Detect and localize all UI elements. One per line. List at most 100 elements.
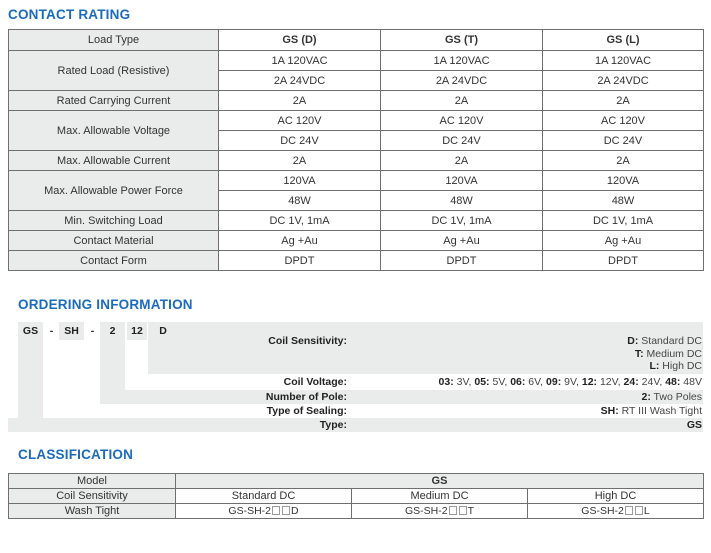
code-dash: -	[90, 325, 95, 337]
table-row: Max. Allowable Voltage AC 120V AC 120V A…	[8, 110, 704, 151]
table-row: Coil Sensitivity Standard DC Medium DC H…	[8, 488, 704, 504]
table-cell: Medium DC	[351, 488, 528, 504]
table-cell: 1A 120VAC	[380, 50, 543, 71]
row-label: Contact Material	[8, 230, 219, 251]
placeholder-box	[458, 506, 467, 515]
number-of-pole-label: Number of Pole:	[265, 391, 347, 403]
row-label: Contact Form	[8, 250, 219, 271]
code-band-pole: 2	[100, 322, 125, 404]
contact-col-header: GS (D)	[218, 29, 381, 51]
table-cell: 120VA	[542, 170, 704, 191]
table-cell: 2A 24VDC	[380, 70, 543, 91]
table-row: DC 24V DC 24V DC 24V	[9, 130, 704, 151]
table-cell: 1A 120VAC	[542, 50, 704, 71]
code-band-sealing: SH	[59, 322, 84, 340]
code-segment-sensitivity: D	[159, 325, 167, 337]
table-cell: DC 1V, 1mA	[542, 210, 704, 231]
code-segment-type: GS	[22, 325, 39, 337]
row-label: Rated Load (Resistive)	[8, 50, 219, 91]
table-cell: 2A 24VDC	[218, 70, 381, 91]
option-line: D: Standard DC	[627, 335, 702, 347]
contact-col-header: GS (T)	[380, 29, 543, 51]
model-value: GS	[175, 473, 704, 489]
table-cell: AC 120V	[542, 110, 704, 131]
contact-col-header: GS (L)	[542, 29, 704, 51]
table-cell: Standard DC	[175, 488, 352, 504]
table-row: Wash Tight GS-SH-2 D GS-SH-2 T GS-SH-2 L	[8, 503, 704, 519]
type-label: Type:	[319, 419, 347, 431]
row-label: Min. Switching Load	[8, 210, 219, 231]
row-label: Rated Carrying Current	[8, 90, 219, 111]
table-cell: AC 120V	[218, 110, 381, 131]
table-cell: DC 24V	[218, 130, 381, 151]
table-cell: 2A	[218, 150, 381, 171]
coil-sensitivity-block: D	[148, 322, 703, 374]
type-band	[8, 418, 703, 432]
part-number-cell: GS-SH-2 T	[351, 503, 528, 519]
placeholder-box	[448, 506, 457, 515]
row-label: Max. Allowable Current	[8, 150, 219, 171]
classification-table: Model GS Coil Sensitivity Standard DC Me…	[8, 473, 704, 519]
part-number-cell: GS-SH-2 L	[527, 503, 704, 519]
contact-rating-table: Load Type GS (D) GS (T) GS (L) Rated Loa…	[8, 29, 704, 271]
placeholder-box	[282, 506, 290, 515]
table-cell: 2A 24VDC	[542, 70, 704, 91]
table-row: Rated Carrying Current 2A 2A 2A	[8, 90, 704, 111]
row-label: Coil Sensitivity	[8, 488, 176, 504]
table-cell: 48W	[542, 190, 704, 211]
table-cell: DC 1V, 1mA	[380, 210, 543, 231]
table-row: Min. Switching Load DC 1V, 1mA DC 1V, 1m…	[8, 210, 704, 231]
table-cell: 48W	[380, 190, 543, 211]
table-cell: 2A	[380, 90, 543, 111]
type-of-sealing-value: SH: RT III Wash Tight	[600, 405, 702, 417]
coil-sensitivity-label: Coil Sensitivity:	[268, 335, 347, 347]
part-number-cell: GS-SH-2 D	[175, 503, 352, 519]
table-cell: AC 120V	[380, 110, 543, 131]
table-row: Max. Allowable Power Force 120VA 120VA 1…	[8, 170, 704, 211]
type-of-sealing-label: Type of Sealing:	[266, 405, 347, 417]
coil-voltage-options: 03: 3V, 05: 5V, 06: 6V, 09: 9V, 12: 12V,…	[438, 376, 702, 388]
table-cell: DPDT	[218, 250, 381, 271]
table-cell: 2A	[380, 150, 543, 171]
table-cell: 120VA	[380, 170, 543, 191]
placeholder-box	[624, 506, 633, 515]
code-segment-voltage: 12	[131, 325, 143, 337]
table-cell: DPDT	[542, 250, 704, 271]
table-row: Model GS	[8, 473, 704, 489]
table-cell: 1A 120VAC	[218, 50, 381, 71]
table-cell: High DC	[527, 488, 704, 504]
row-label: Wash Tight	[8, 503, 176, 519]
placeholder-box	[272, 506, 280, 515]
number-of-pole-band	[125, 390, 703, 404]
option-line: L: High DC	[649, 360, 702, 372]
table-row: Max. Allowable Current 2A 2A 2A	[8, 150, 704, 171]
table-cell: 120VA	[218, 170, 381, 191]
table-cell: Ag +Au	[542, 230, 704, 251]
table-cell: Ag +Au	[380, 230, 543, 251]
code-segment-pole: 2	[109, 325, 116, 337]
contact-corner-cell: Load Type	[8, 29, 219, 51]
coil-voltage-label: Coil Voltage:	[283, 376, 347, 388]
code-dash: -	[49, 325, 54, 337]
row-label: Model	[8, 473, 176, 489]
table-cell: 2A	[542, 150, 704, 171]
contact-rating-heading: CONTACT RATING	[8, 7, 131, 22]
table-cell: DC 24V	[380, 130, 543, 151]
code-segment-sealing: SH	[64, 325, 79, 337]
ordering-information-heading: ORDERING INFORMATION	[18, 297, 193, 312]
placeholder-box	[634, 506, 643, 515]
table-cell: DC 1V, 1mA	[218, 210, 381, 231]
table-cell: 48W	[218, 190, 381, 211]
table-cell: DPDT	[380, 250, 543, 271]
row-label: Max. Allowable Voltage	[8, 110, 219, 151]
table-row: Contact Material Ag +Au Ag +Au Ag +Au	[8, 230, 704, 251]
code-band-type: GS	[18, 322, 43, 432]
ordering-code-diagram: GS - SH - 2 12 D Coil Sensitivity: Coil …	[0, 322, 711, 432]
table-cell: DC 24V	[542, 130, 704, 151]
table-cell: Ag +Au	[218, 230, 381, 251]
table-row: Contact Form DPDT DPDT DPDT	[8, 250, 704, 271]
option-line: T: Medium DC	[634, 347, 702, 360]
number-of-pole-value: 2: Two Poles	[641, 391, 702, 403]
table-cell: 2A	[542, 90, 704, 111]
code-band-voltage: 12	[127, 322, 147, 340]
